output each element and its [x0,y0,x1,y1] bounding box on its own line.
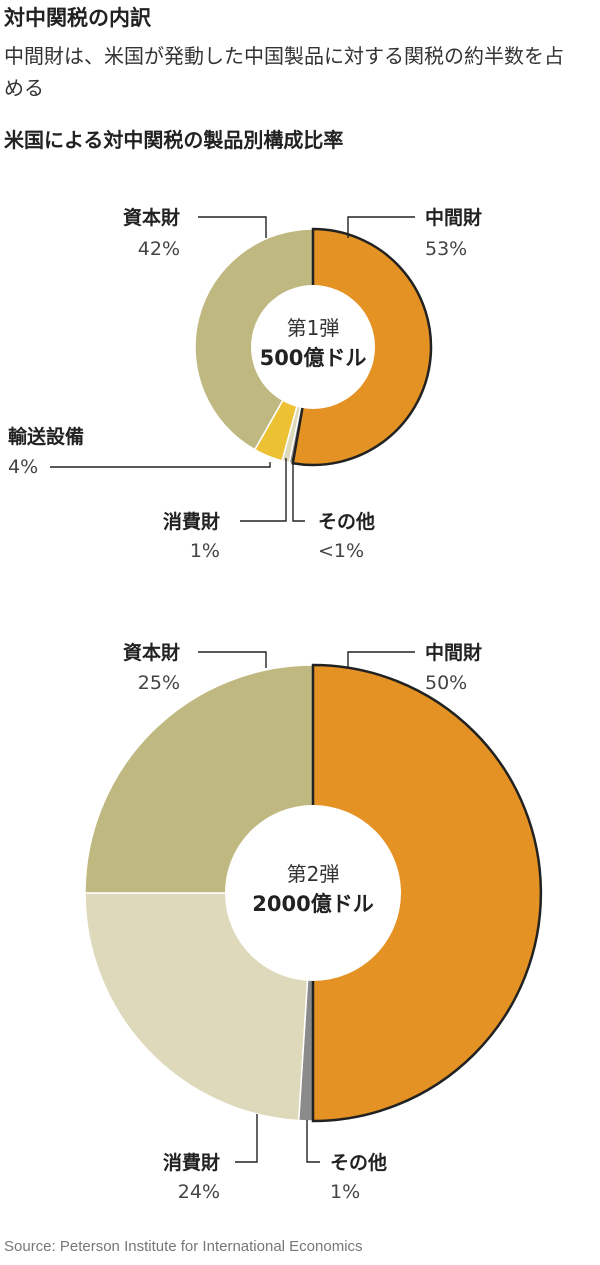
leader-line [292,458,305,522]
slice-name-label: 消費財 [163,1151,220,1174]
center-label-top: 第1弾 [287,316,340,340]
leader-line [306,1120,320,1163]
slice-name-label: 輸送設備 [8,425,84,448]
donut-hole [225,805,401,981]
leader-line [235,1114,258,1163]
slice-value-label: 1% [190,540,220,562]
center-label-bottom: 2000億ドル [252,892,373,916]
donut-hole [251,285,375,409]
slice-value-label: 50% [425,672,467,694]
page-subtitle: 中間財は、米国が発動した中国製品に対する関税の約半数を占める [4,44,564,100]
pie-chart-1: 第1弾 500億ドル 中間財 53% その他 <1% 消費財 1% 輸送設備 4% 資本財 42% [8,206,482,562]
slice-name-label: その他 [330,1151,387,1174]
slice-value-label: 1% [330,1181,360,1203]
center-label-bottom: 500億ドル [260,346,367,370]
slice-value-label: 24% [178,1181,220,1203]
highlight-outline [311,663,543,1123]
slice-value-label: 25% [138,672,180,694]
leader-line [240,458,287,522]
slice-name-label: 中間財 [425,641,482,664]
slice-name-label: その他 [318,510,375,533]
slice-value-label: 4% [8,456,38,478]
slice-value-label: <1% [318,540,364,562]
highlight-outline [291,227,433,467]
center-label-top: 第2弾 [287,862,340,886]
slice-name-label: 中間財 [425,206,482,229]
leader-line [347,651,415,668]
leader-line [198,216,267,238]
slice-name-label: 資本財 [123,641,180,664]
page-title: 対中関税の内訳 [4,6,151,30]
pie-chart-2: 第2弾 2000億ドル 中間財 50% その他 1% 消費財 24% 資本財 25% [84,641,543,1203]
slice-value-label: 42% [138,238,180,260]
source-note: Source: Peterson Institute for Internati… [4,1238,363,1255]
slice-value-label: 53% [425,238,467,260]
leader-line [347,216,415,238]
leader-line [198,651,267,668]
slice-name-label: 資本財 [123,206,180,229]
chart-heading: 米国による対中関税の製品別構成比率 [4,128,344,152]
slice-name-label: 消費財 [163,510,220,533]
leader-line [50,462,271,468]
